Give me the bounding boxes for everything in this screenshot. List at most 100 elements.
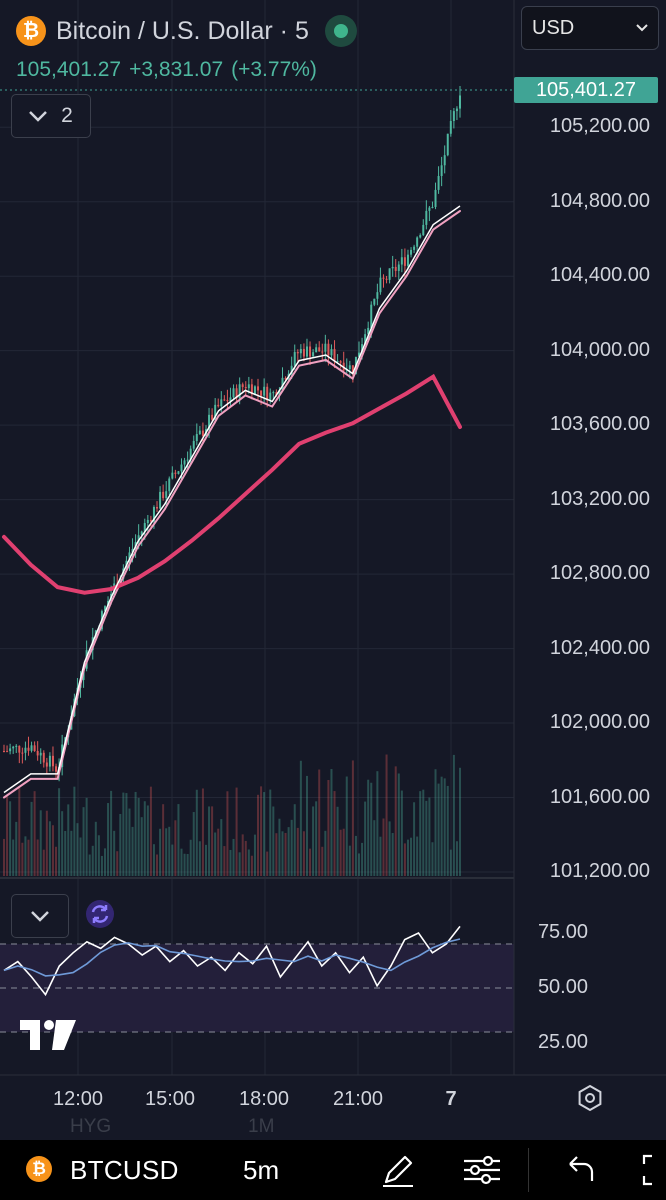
chart-canvas[interactable] bbox=[0, 0, 666, 1140]
currency-select[interactable]: USD bbox=[521, 6, 659, 50]
volume-bar bbox=[238, 852, 241, 876]
time-tick-label: 15:00 bbox=[144, 1088, 196, 1110]
volume-bar bbox=[39, 810, 42, 876]
candle-body bbox=[156, 506, 159, 509]
candle-body bbox=[330, 349, 333, 356]
rsi-collapse-button[interactable] bbox=[11, 894, 69, 938]
volume-bar bbox=[73, 786, 76, 876]
symbol-header[interactable]: ₿ Bitcoin / U.S. Dollar · 5 bbox=[16, 14, 357, 48]
candle-body bbox=[312, 352, 315, 357]
volume-bar bbox=[201, 788, 204, 876]
candle-body bbox=[12, 746, 15, 749]
volume-bar bbox=[391, 833, 394, 876]
volume-bar bbox=[269, 789, 272, 876]
volume-bar bbox=[140, 817, 143, 876]
candle-body bbox=[382, 277, 385, 279]
volume-bar bbox=[330, 769, 333, 876]
ghost-symbol-right: 1M bbox=[248, 1116, 275, 1137]
candle-body bbox=[250, 384, 253, 395]
undo-icon[interactable] bbox=[566, 1154, 596, 1184]
candle-body bbox=[260, 390, 263, 396]
volume-bar bbox=[437, 783, 440, 876]
volume-bar bbox=[180, 848, 183, 876]
sliders-icon[interactable] bbox=[462, 1153, 502, 1187]
volume-bar bbox=[131, 826, 134, 876]
volume-bar bbox=[281, 831, 284, 876]
candle-body bbox=[223, 399, 226, 401]
volume-bar bbox=[192, 812, 195, 876]
candle-body bbox=[39, 752, 42, 756]
candle-body bbox=[186, 459, 189, 461]
candle-body bbox=[195, 434, 198, 441]
candle-body bbox=[51, 755, 54, 767]
volume-bar bbox=[21, 842, 24, 876]
volume-bar bbox=[122, 792, 125, 876]
volume-bar bbox=[382, 818, 385, 876]
candle-body bbox=[394, 266, 397, 271]
volume-bar bbox=[379, 836, 382, 876]
volume-bar bbox=[97, 835, 100, 876]
candle-body bbox=[376, 292, 379, 299]
volume-bar bbox=[165, 828, 168, 876]
price-tick-label: 102,400.00 bbox=[549, 636, 650, 659]
candle-body bbox=[247, 384, 250, 389]
candle-body bbox=[171, 472, 174, 479]
symbol-button[interactable]: BTCUSD bbox=[70, 1155, 179, 1185]
volume-bar bbox=[152, 844, 155, 876]
ma-mid-line bbox=[3, 210, 461, 799]
candle-body bbox=[220, 399, 223, 407]
price-tick-label: 103,600.00 bbox=[549, 413, 650, 436]
volume-bar bbox=[327, 780, 330, 876]
candle-body bbox=[299, 348, 302, 354]
volume-bar bbox=[336, 806, 339, 876]
candle-body bbox=[143, 523, 146, 532]
candle-body bbox=[21, 752, 24, 754]
volume-bar bbox=[198, 841, 201, 876]
candle-body bbox=[33, 745, 36, 752]
pencil-icon[interactable] bbox=[380, 1152, 416, 1188]
price-tick-label: 104,000.00 bbox=[549, 338, 650, 361]
volume-bar bbox=[119, 813, 122, 876]
ma-long-line bbox=[2, 373, 462, 595]
volume-bar bbox=[171, 844, 174, 876]
gear-icon[interactable] bbox=[578, 1084, 602, 1112]
volume-bar bbox=[208, 806, 211, 876]
price-tick-label: 105,200.00 bbox=[549, 115, 650, 138]
indicator-count: 2 bbox=[61, 104, 73, 127]
bitcoin-icon[interactable]: ₿ bbox=[26, 1156, 52, 1182]
volume-bar bbox=[416, 836, 419, 876]
candle-body bbox=[290, 365, 293, 374]
candle-body bbox=[238, 384, 241, 399]
volume-bar bbox=[321, 846, 324, 876]
indicators-collapse-button[interactable]: 2 bbox=[11, 94, 91, 138]
volume-bar bbox=[419, 791, 422, 876]
volume-bar bbox=[446, 785, 449, 876]
rsi-lines bbox=[3, 925, 461, 997]
rsi-sync-icon[interactable] bbox=[86, 900, 114, 928]
candle-body bbox=[189, 448, 192, 460]
volume-bar bbox=[195, 789, 198, 876]
candle-body bbox=[443, 155, 446, 166]
candle-body bbox=[440, 165, 443, 177]
volume-bar bbox=[30, 801, 33, 876]
volume-bar bbox=[354, 835, 357, 876]
price-tick-label: 101,200.00 bbox=[549, 860, 650, 882]
volume-bar bbox=[223, 846, 226, 876]
volume-bar bbox=[351, 760, 354, 876]
volume-bar bbox=[422, 789, 425, 876]
candle-body bbox=[253, 386, 256, 395]
candle-body bbox=[241, 384, 244, 387]
volume-bar bbox=[397, 773, 400, 876]
candle-body bbox=[229, 397, 232, 401]
candle-body bbox=[358, 352, 361, 357]
time-tick-label: 7 bbox=[445, 1088, 457, 1110]
fullscreen-icon[interactable] bbox=[640, 1152, 666, 1188]
interval-button[interactable]: 5m bbox=[243, 1155, 280, 1185]
volume-bar bbox=[428, 797, 431, 876]
candle-body bbox=[131, 549, 134, 553]
candle-body bbox=[55, 766, 58, 772]
candle-body bbox=[30, 745, 33, 751]
volume-bar bbox=[370, 782, 373, 876]
volume-bar bbox=[67, 804, 70, 876]
volume-bar bbox=[309, 848, 312, 876]
